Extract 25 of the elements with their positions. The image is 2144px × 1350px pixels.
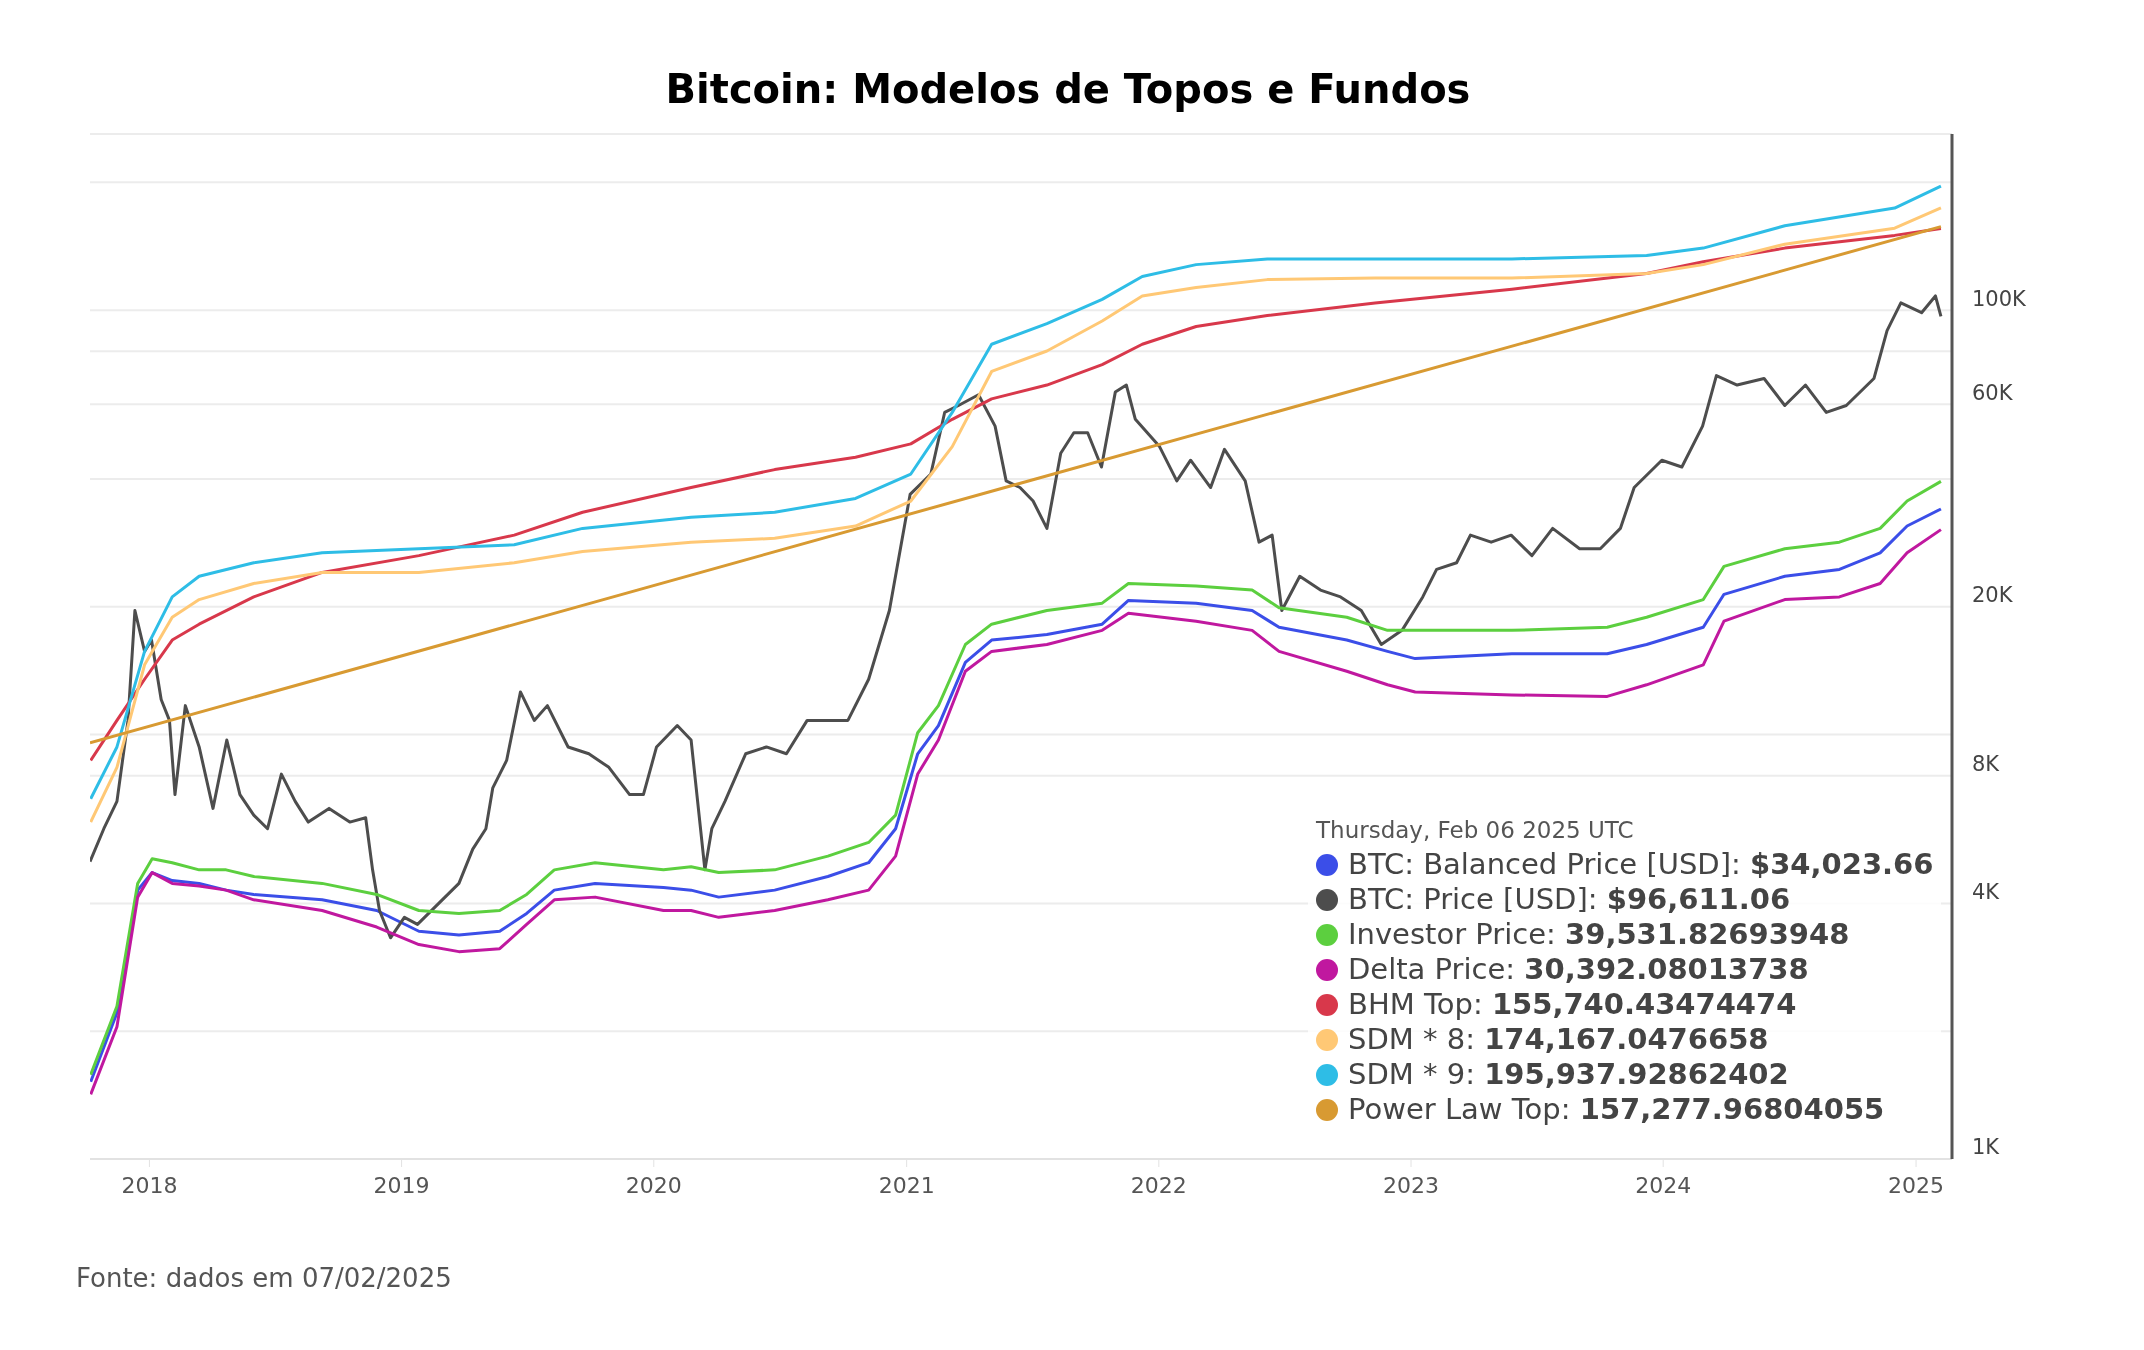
legend-label: BTC: Price [USD]: $96,611.06 (1348, 882, 1791, 917)
legend-label: BHM Top: 155,740.43474474 (1348, 987, 1797, 1022)
y-tick-label: 1K (1972, 1135, 2001, 1160)
legend-label: SDM * 8: 174,167.0476658 (1348, 1022, 1769, 1057)
legend-title: Thursday, Feb 06 2025 UTC (1316, 817, 1635, 843)
x-tick-label: 2021 (878, 1172, 935, 1198)
chart-title: Bitcoin: Modelos de Topos e Fundos (664, 66, 1472, 112)
legend-label: Delta Price: 30,392.08013738 (1348, 952, 1809, 987)
source-note: Fonte: dados em 07/02/2025 (76, 1263, 452, 1293)
y-tick-label: 20K (1972, 583, 2014, 608)
legend-label: Investor Price: 39,531.82693948 (1348, 917, 1850, 952)
legend-label: SDM * 9: 195,937.92862402 (1348, 1057, 1789, 1092)
y-tick-label: 100K (1972, 286, 2028, 311)
x-tick-label: 2018 (121, 1172, 178, 1198)
y-tick-label: 8K (1972, 752, 2001, 777)
x-tick-label: 2025 (1888, 1172, 1945, 1198)
x-tick-label: 2020 (625, 1172, 682, 1198)
legend-label: Power Law Top: 157,277.96804055 (1348, 1092, 1885, 1127)
x-tick-label: 2024 (1635, 1172, 1692, 1198)
x-tick-label: 2019 (373, 1172, 430, 1198)
x-tick-label: 2022 (1130, 1172, 1187, 1198)
legend-label: BTC: Balanced Price [USD]: $34,023.66 (1348, 847, 1934, 882)
x-tick-label: 2023 (1383, 1172, 1440, 1198)
y-tick-label: 60K (1972, 380, 2014, 405)
y-tick-label: 4K (1972, 879, 2001, 904)
